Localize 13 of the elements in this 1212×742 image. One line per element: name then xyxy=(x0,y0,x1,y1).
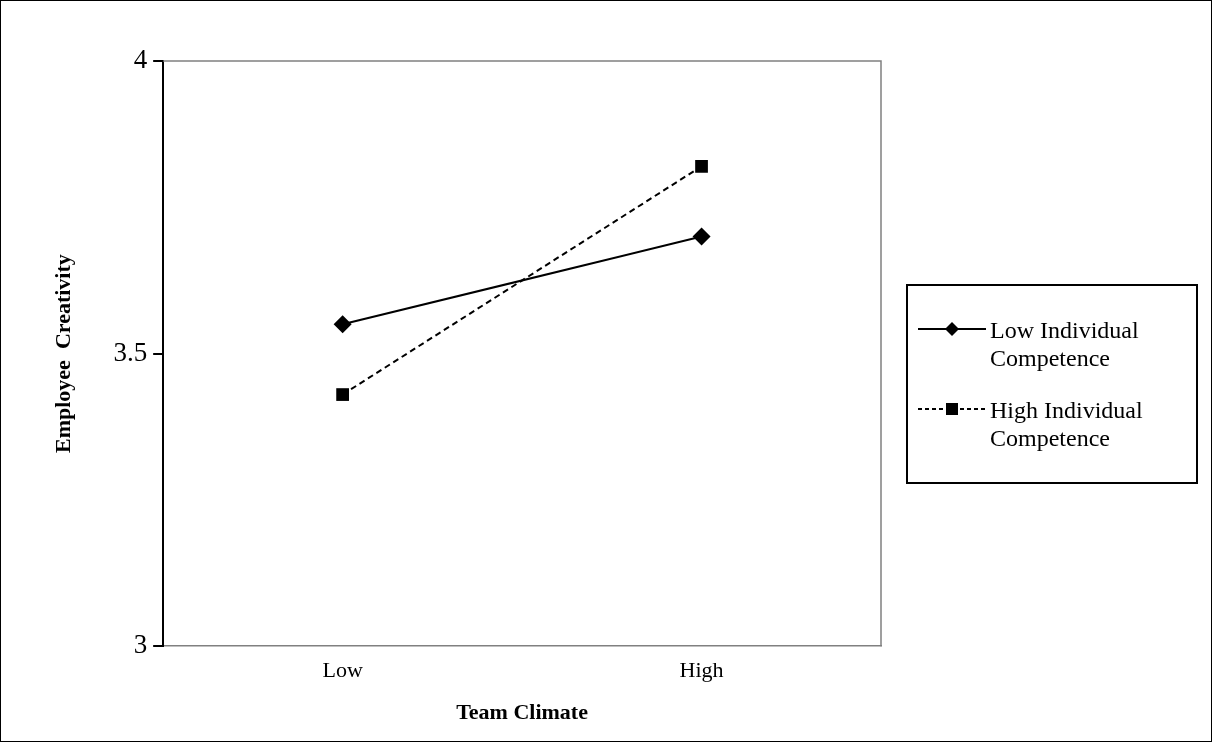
x-axis-title: Team Climate xyxy=(456,699,589,725)
legend-label: High Individual Competence xyxy=(990,395,1144,452)
y-tick-label: 3 xyxy=(133,629,148,660)
point xyxy=(333,315,352,334)
x-tick-label: Low xyxy=(322,657,363,683)
y-axis-title: Employee Creativity xyxy=(49,254,75,453)
y-tick-label: 3.5 xyxy=(113,336,148,367)
legend-label: Low Individual Competence xyxy=(990,315,1140,372)
y-tick-label: 4 xyxy=(133,44,148,75)
point xyxy=(692,227,711,246)
point xyxy=(336,388,349,401)
point xyxy=(695,159,708,173)
x-tick-label: High xyxy=(679,657,724,683)
